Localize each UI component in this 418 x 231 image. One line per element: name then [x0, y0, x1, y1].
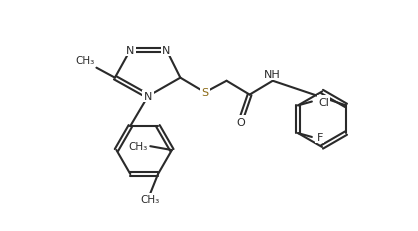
Text: NH: NH	[264, 70, 281, 79]
Text: S: S	[201, 88, 209, 98]
Text: O: O	[236, 117, 245, 127]
Text: Cl: Cl	[318, 97, 329, 107]
Text: CH₃: CH₃	[76, 56, 95, 66]
Text: CH₃: CH₃	[128, 142, 147, 152]
Text: F: F	[316, 132, 323, 142]
Text: N: N	[144, 92, 152, 102]
Text: N: N	[126, 46, 135, 56]
Text: N: N	[162, 46, 171, 56]
Text: CH₃: CH₃	[141, 195, 160, 205]
